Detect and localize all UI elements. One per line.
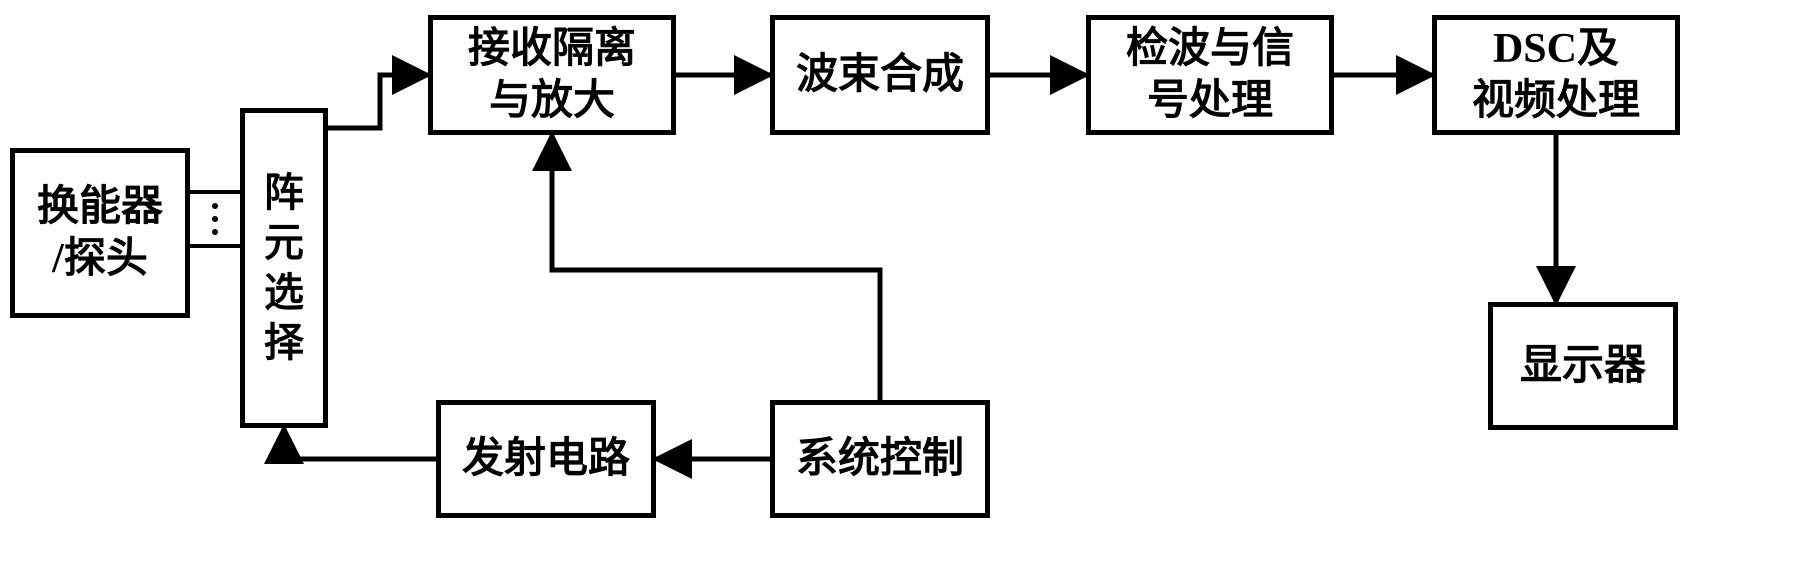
node-tx_circuit: 发射电路 [436,400,656,518]
bus-dot-0 [212,203,218,209]
bus-dot-2 [212,229,218,235]
node-sys_ctrl: 系统控制 [770,400,990,518]
arrow-sys-to-rx [552,135,880,400]
node-rx_iso_amp: 接收隔离 与放大 [428,15,676,135]
bus-dot-1 [212,216,218,222]
node-element_sel: 阵 元 选 择 [240,108,328,428]
node-dsc_video: DSC及 视频处理 [1432,15,1680,135]
node-detect_sig: 检波与信 号处理 [1086,15,1334,135]
node-beamform: 波束合成 [770,15,990,135]
node-display: 显示器 [1488,302,1678,430]
arrow-sel-to-rx [328,75,428,128]
node-transducer: 换能器 /探头 [10,148,190,318]
arrow-tx-to-sel [284,428,436,459]
